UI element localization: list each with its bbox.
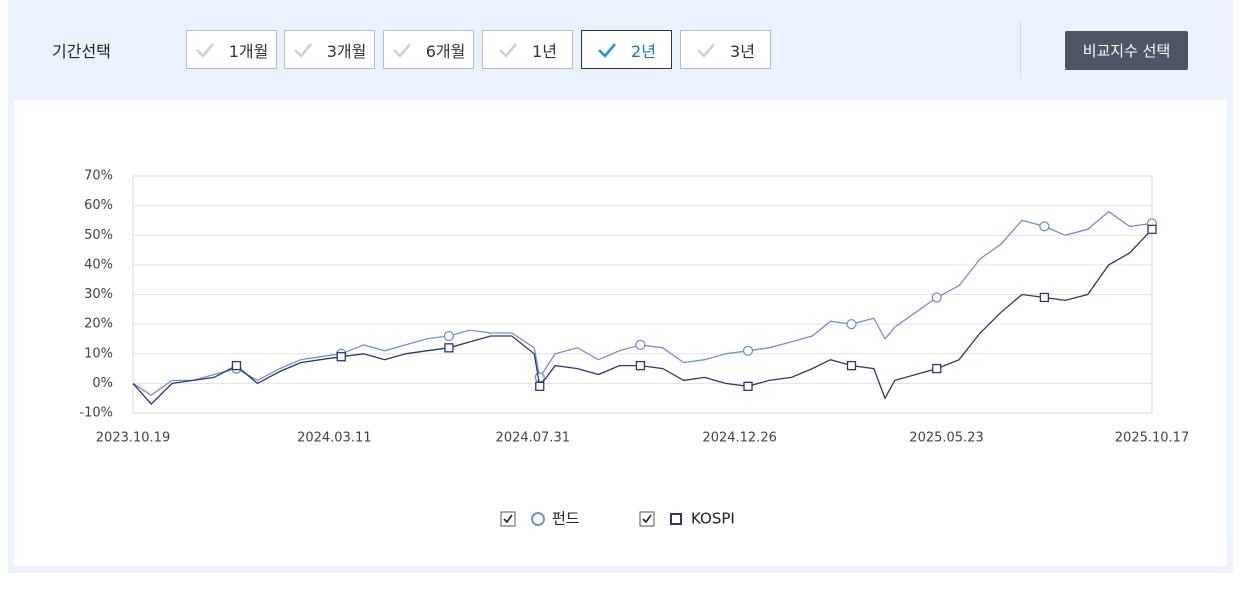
check-icon — [598, 42, 617, 58]
period-button[interactable]: 3개월 — [284, 30, 375, 69]
check-icon — [195, 42, 214, 58]
legend-symbol — [531, 512, 545, 526]
legend-item[interactable]: 펀드 — [500, 510, 580, 528]
chart-box — [14, 100, 1227, 566]
check-icon — [697, 42, 716, 58]
y-tick-label: 40% — [84, 257, 113, 272]
x-tick-label: 2024.07.31 — [496, 431, 570, 446]
y-tick-label: 0% — [92, 376, 113, 391]
check-icon — [293, 42, 312, 58]
y-tick-label: -10% — [79, 406, 113, 421]
point-marker — [1039, 221, 1050, 232]
period-text: 2년 — [631, 41, 656, 61]
point-marker — [1039, 292, 1050, 303]
point-marker — [742, 345, 754, 356]
check-icon — [499, 42, 518, 58]
point-marker — [1147, 224, 1157, 234]
y-tick-label: 30% — [84, 287, 113, 302]
point-marker — [635, 339, 646, 351]
point-marker — [443, 330, 455, 342]
y-tick-label: 10% — [84, 346, 113, 361]
legend-item[interactable]: KOSPI — [639, 510, 735, 528]
point-marker — [846, 360, 857, 371]
x-tick-label: 2024.12.26 — [702, 431, 776, 446]
check-icon — [392, 42, 411, 58]
point-marker — [743, 381, 753, 391]
point-marker — [846, 318, 857, 330]
point-marker — [231, 360, 242, 371]
legend-check — [642, 514, 652, 524]
x-tick-label: 2024.03.11 — [297, 431, 371, 446]
legend-label: 펀드 — [552, 510, 580, 528]
x-tick-label: 2023.10.19 — [96, 431, 170, 446]
point-marker — [931, 292, 942, 303]
separator — [1020, 20, 1021, 78]
legend-checkbox — [500, 511, 516, 527]
period-button[interactable]: 6개월 — [383, 30, 474, 69]
series-line — [132, 228, 1153, 406]
y-tick-label: 60% — [84, 198, 113, 213]
period-button[interactable]: 1년 — [482, 30, 573, 69]
period-button[interactable]: 3년 — [680, 30, 771, 69]
period-button[interactable]: 1개월 — [186, 30, 277, 69]
point-marker — [932, 363, 942, 374]
point-marker — [444, 343, 454, 353]
point-marker — [535, 381, 545, 391]
legend-checkbox — [639, 511, 655, 527]
x-tick-label: 2025.10.17 — [1115, 431, 1189, 446]
y-tick-label: 70% — [84, 169, 113, 184]
point-marker — [336, 352, 346, 362]
y-tick-label: 50% — [84, 228, 113, 243]
y-tick-label: 20% — [84, 317, 113, 332]
period-label: 기간선택 — [52, 42, 111, 61]
legend-label: KOSPI — [691, 510, 735, 528]
period-text: 1년 — [532, 41, 557, 61]
plot-frame — [132, 175, 1153, 414]
compare-button[interactable]: 비교지수 선택 — [1065, 31, 1188, 70]
point-marker — [534, 372, 545, 383]
point-marker — [635, 360, 646, 371]
period-text: 1개월 — [228, 41, 269, 61]
period-text: 6개월 — [425, 41, 466, 61]
period-text: 3년 — [730, 41, 755, 61]
period-text: 3개월 — [326, 41, 367, 61]
legend-check — [503, 514, 513, 524]
x-tick-label: 2025.05.23 — [909, 431, 983, 446]
period-button[interactable]: 2년 — [581, 30, 672, 69]
legend-symbol — [670, 513, 682, 525]
